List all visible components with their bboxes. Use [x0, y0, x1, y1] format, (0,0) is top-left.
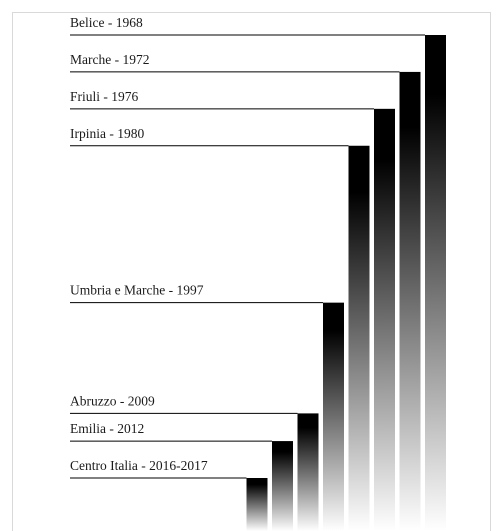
event-label: Friuli - 1976	[70, 89, 139, 104]
leader-lines	[70, 34, 425, 479]
chart-border	[12, 12, 491, 531]
bars	[246, 35, 446, 531]
bar	[374, 108, 395, 531]
bar	[246, 478, 268, 531]
bar	[323, 302, 344, 531]
bar	[348, 145, 370, 531]
event-label: Centro Italia - 2016-2017	[70, 458, 208, 473]
event-label: Abruzzo - 2009	[70, 393, 155, 408]
bar	[425, 35, 446, 531]
event-label: Umbria e Marche - 1997	[70, 283, 204, 298]
event-label: Marche - 1972	[70, 52, 149, 67]
event-labels: Belice - 1968 Marche - 1972 Friuli - 1976 I…	[70, 15, 208, 473]
bar	[399, 71, 421, 531]
bar	[272, 441, 293, 531]
event-label: Emilia - 2012	[70, 421, 144, 436]
event-label: Belice - 1968	[70, 15, 143, 30]
bar	[297, 413, 319, 531]
event-label: Irpinia - 1980	[70, 126, 144, 141]
